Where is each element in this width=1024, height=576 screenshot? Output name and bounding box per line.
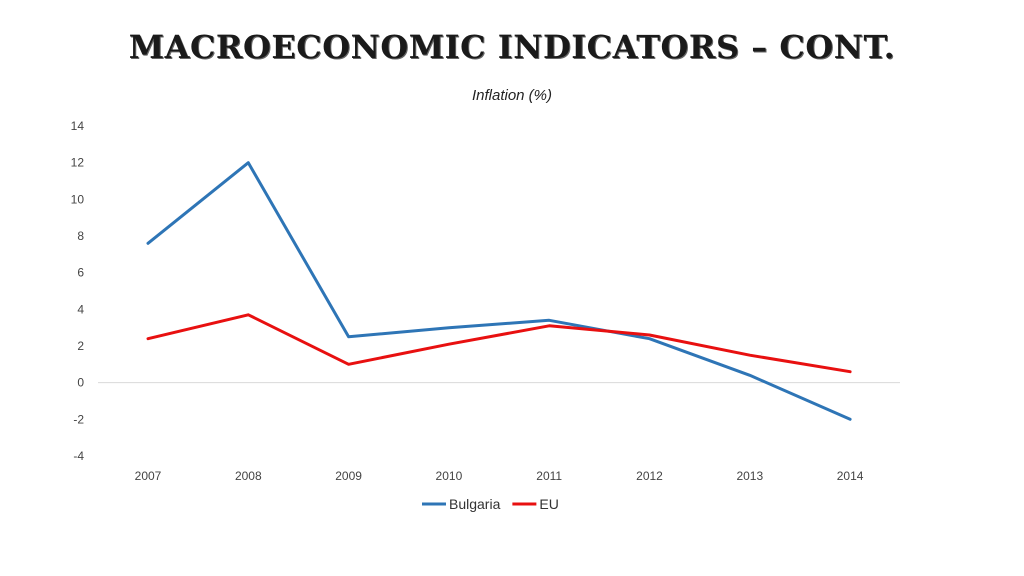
legend: Bulgaria EU: [422, 496, 559, 512]
y-tick-label: 12: [71, 156, 85, 170]
slide-title: Macroeconomic indicators – cont.: [128, 28, 896, 66]
y-tick-label: 2: [77, 339, 84, 353]
series-line-eu: [146, 313, 852, 374]
series-lines: [146, 161, 852, 421]
y-tick-label: 4: [77, 302, 84, 316]
x-tick-label: 2014: [837, 469, 864, 483]
x-tick-label: 2010: [436, 469, 463, 483]
x-tick-label: 2008: [235, 469, 262, 483]
y-axis-tick-labels: -4 -2 0 2 4 6 8 10 12 14: [71, 119, 85, 463]
x-tick-label: 2012: [636, 469, 663, 483]
x-tick-label: 2011: [536, 469, 562, 483]
x-tick-label: 2013: [736, 469, 763, 483]
x-axis-tick-labels: 2007 2008 2009 2010 2011 2012 2013 2014: [135, 469, 864, 483]
y-tick-label: -4: [73, 449, 84, 463]
x-tick-label: 2009: [335, 469, 362, 483]
y-tick-label: 8: [77, 229, 84, 243]
chart-title: Inflation (%): [471, 87, 553, 104]
y-tick-label: -2: [73, 412, 84, 426]
y-tick-label: 6: [77, 266, 84, 280]
legend-label: Bulgaria: [449, 496, 501, 512]
y-tick-label: 14: [71, 119, 85, 133]
y-tick-label: 10: [71, 192, 85, 206]
y-tick-label: 0: [77, 376, 84, 390]
series-line-bulgaria: [146, 161, 852, 421]
x-tick-label: 2007: [135, 469, 162, 483]
legend-label: EU: [539, 496, 558, 512]
